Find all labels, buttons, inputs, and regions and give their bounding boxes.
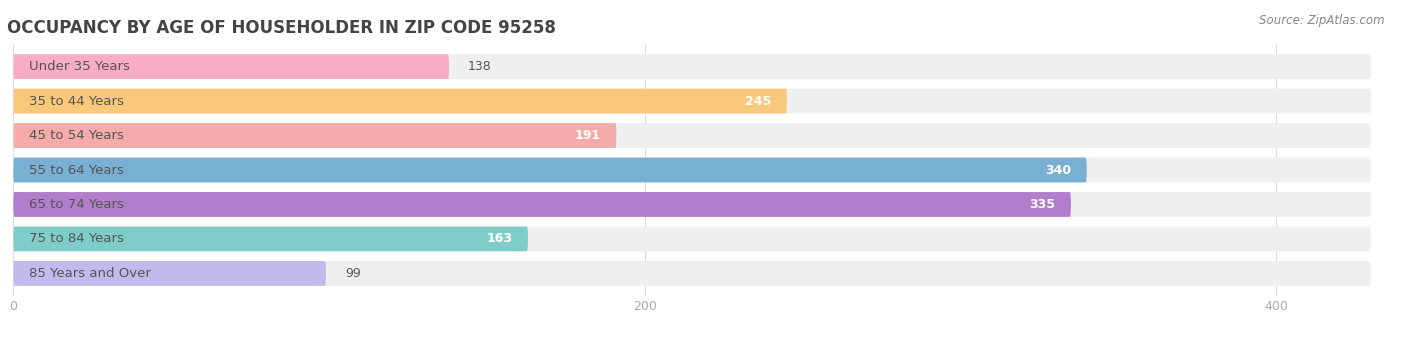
Text: 55 to 64 Years: 55 to 64 Years [30,164,124,176]
Text: 65 to 74 Years: 65 to 74 Years [30,198,124,211]
Text: 335: 335 [1029,198,1054,211]
FancyBboxPatch shape [13,54,449,79]
FancyBboxPatch shape [13,123,616,148]
FancyBboxPatch shape [13,89,787,114]
FancyBboxPatch shape [13,158,1087,182]
Text: 85 Years and Over: 85 Years and Over [30,267,150,280]
Text: 245: 245 [745,95,770,107]
Text: 75 to 84 Years: 75 to 84 Years [30,233,124,245]
Text: 163: 163 [486,233,512,245]
FancyBboxPatch shape [13,158,1371,182]
Text: 340: 340 [1045,164,1071,176]
FancyBboxPatch shape [13,89,1371,114]
FancyBboxPatch shape [13,261,1371,286]
FancyBboxPatch shape [13,54,1371,79]
Text: Source: ZipAtlas.com: Source: ZipAtlas.com [1260,14,1385,27]
Text: 45 to 54 Years: 45 to 54 Years [30,129,124,142]
FancyBboxPatch shape [13,192,1371,217]
FancyBboxPatch shape [13,123,1371,148]
Text: 191: 191 [575,129,600,142]
FancyBboxPatch shape [13,261,326,286]
FancyBboxPatch shape [13,192,1071,217]
Text: 35 to 44 Years: 35 to 44 Years [30,95,124,107]
Text: OCCUPANCY BY AGE OF HOUSEHOLDER IN ZIP CODE 95258: OCCUPANCY BY AGE OF HOUSEHOLDER IN ZIP C… [7,19,555,37]
Text: 99: 99 [344,267,360,280]
FancyBboxPatch shape [13,226,527,251]
Text: 138: 138 [468,60,492,73]
Text: Under 35 Years: Under 35 Years [30,60,129,73]
FancyBboxPatch shape [13,226,1371,251]
